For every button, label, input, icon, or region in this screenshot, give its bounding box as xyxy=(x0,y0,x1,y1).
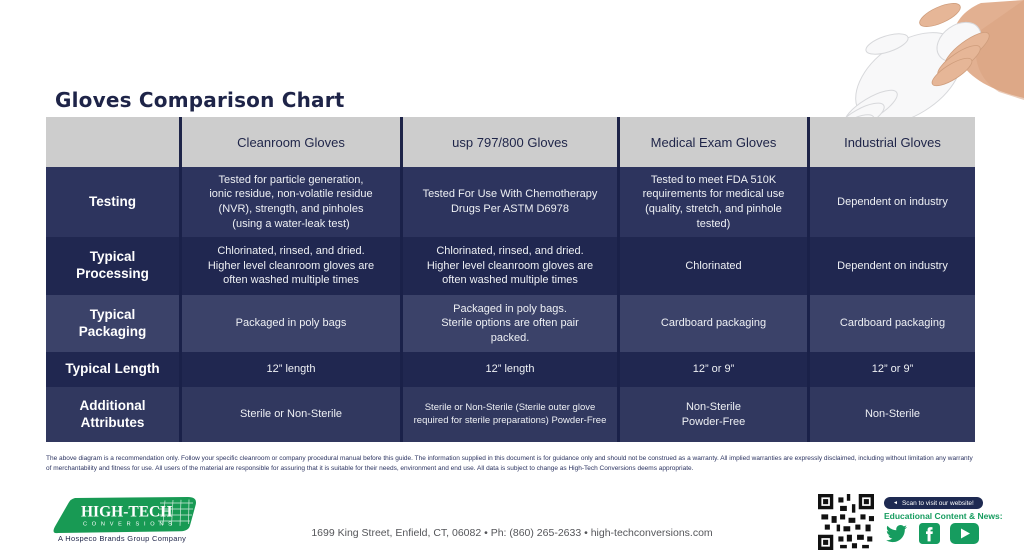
facebook-icon[interactable] xyxy=(919,523,940,544)
table-cell: Tested For Use With Chemotherapy Drugs P… xyxy=(400,167,617,237)
column-header-industrial: Industrial Gloves xyxy=(807,117,975,167)
table-cell: 12” length xyxy=(179,352,400,387)
table-cell: Packaged in poly bags xyxy=(179,295,400,352)
legal-disclaimer: The above diagram is a recommendation on… xyxy=(46,455,973,473)
table-row-processing: Typical Processing Chlorinated, rinsed, … xyxy=(46,237,975,295)
page-title: Gloves Comparison Chart xyxy=(55,88,345,112)
table-header-row: Cleanroom Gloves usp 797/800 Gloves Medi… xyxy=(46,117,975,167)
table-cell: Packaged in poly bags. Sterile options a… xyxy=(400,295,617,352)
table-cell: Chlorinated, rinsed, and dried. Higher l… xyxy=(400,237,617,295)
table-cell: Cardboard packaging xyxy=(617,295,807,352)
column-header-empty xyxy=(46,117,179,167)
column-header-medical: Medical Exam Gloves xyxy=(617,117,807,167)
table-row-packaging: Typical Packaging Packaged in poly bags … xyxy=(46,295,975,352)
twitter-icon[interactable] xyxy=(884,523,909,544)
table-cell: Dependent on industry xyxy=(807,167,975,237)
youtube-icon[interactable] xyxy=(950,523,979,544)
row-label: Typical Processing xyxy=(76,249,149,281)
scan-badge-label: Scan to visit our website! xyxy=(901,499,974,507)
table-cell: Sterile or Non-Sterile (Sterile outer gl… xyxy=(400,387,617,442)
table-cell: Non-Sterile Powder-Free xyxy=(617,387,807,442)
high-tech-conversions-logo: HIGH-TECH C O N V E R S I O N S xyxy=(53,497,196,534)
comparison-table: Cleanroom Gloves usp 797/800 Gloves Medi… xyxy=(46,117,975,442)
column-header-usp: usp 797/800 Gloves xyxy=(400,117,617,167)
table-cell: Chlorinated, rinsed, and dried. Higher l… xyxy=(179,237,400,295)
row-label: Additional Attributes xyxy=(79,397,146,430)
table-cell: Dependent on industry xyxy=(807,237,975,295)
logo-tagline: A Hospeco Brands Group Company xyxy=(58,534,187,543)
table-cell: 12” or 9” xyxy=(807,352,975,387)
table-cell: Sterile or Non-Sterile xyxy=(179,387,400,442)
table-cell: Cardboard packaging xyxy=(807,295,975,352)
table-cell: Tested for particle generation, ionic re… xyxy=(179,167,400,237)
row-label: Typical Length xyxy=(65,361,160,377)
social-heading: Educational Content & News: xyxy=(884,511,1003,521)
qr-code[interactable] xyxy=(818,494,874,550)
table-cell: 12” or 9” xyxy=(617,352,807,387)
table-cell: Non-Sterile xyxy=(807,387,975,442)
footer-address: 1699 King Street, Enfield, CT, 06082 • P… xyxy=(311,527,713,539)
table-cell: Chlorinated xyxy=(617,237,807,295)
row-label: Typical Packaging xyxy=(78,306,147,339)
table-cell: Tested to meet FDA 510K requirements for… xyxy=(617,167,807,237)
table-row-attributes: Additional Attributes Sterile or Non-Ste… xyxy=(46,387,975,442)
logo-subword: C O N V E R S I O N S xyxy=(83,522,173,528)
left-arrow-icon: ◄ xyxy=(893,499,898,506)
social-links xyxy=(884,523,979,544)
row-label: Testing xyxy=(89,193,136,209)
column-header-cleanroom: Cleanroom Gloves xyxy=(179,117,400,167)
table-cell: 12” length xyxy=(400,352,617,387)
table-row-length: Typical Length 12” length 12” length 12”… xyxy=(46,352,975,387)
logo-wordmark: HIGH-TECH xyxy=(81,504,172,521)
logo-grid-icon xyxy=(158,499,193,526)
table-row-testing: Testing Tested for particle generation, … xyxy=(46,167,975,237)
scan-website-badge[interactable]: ◄ Scan to visit our website! xyxy=(884,497,983,509)
